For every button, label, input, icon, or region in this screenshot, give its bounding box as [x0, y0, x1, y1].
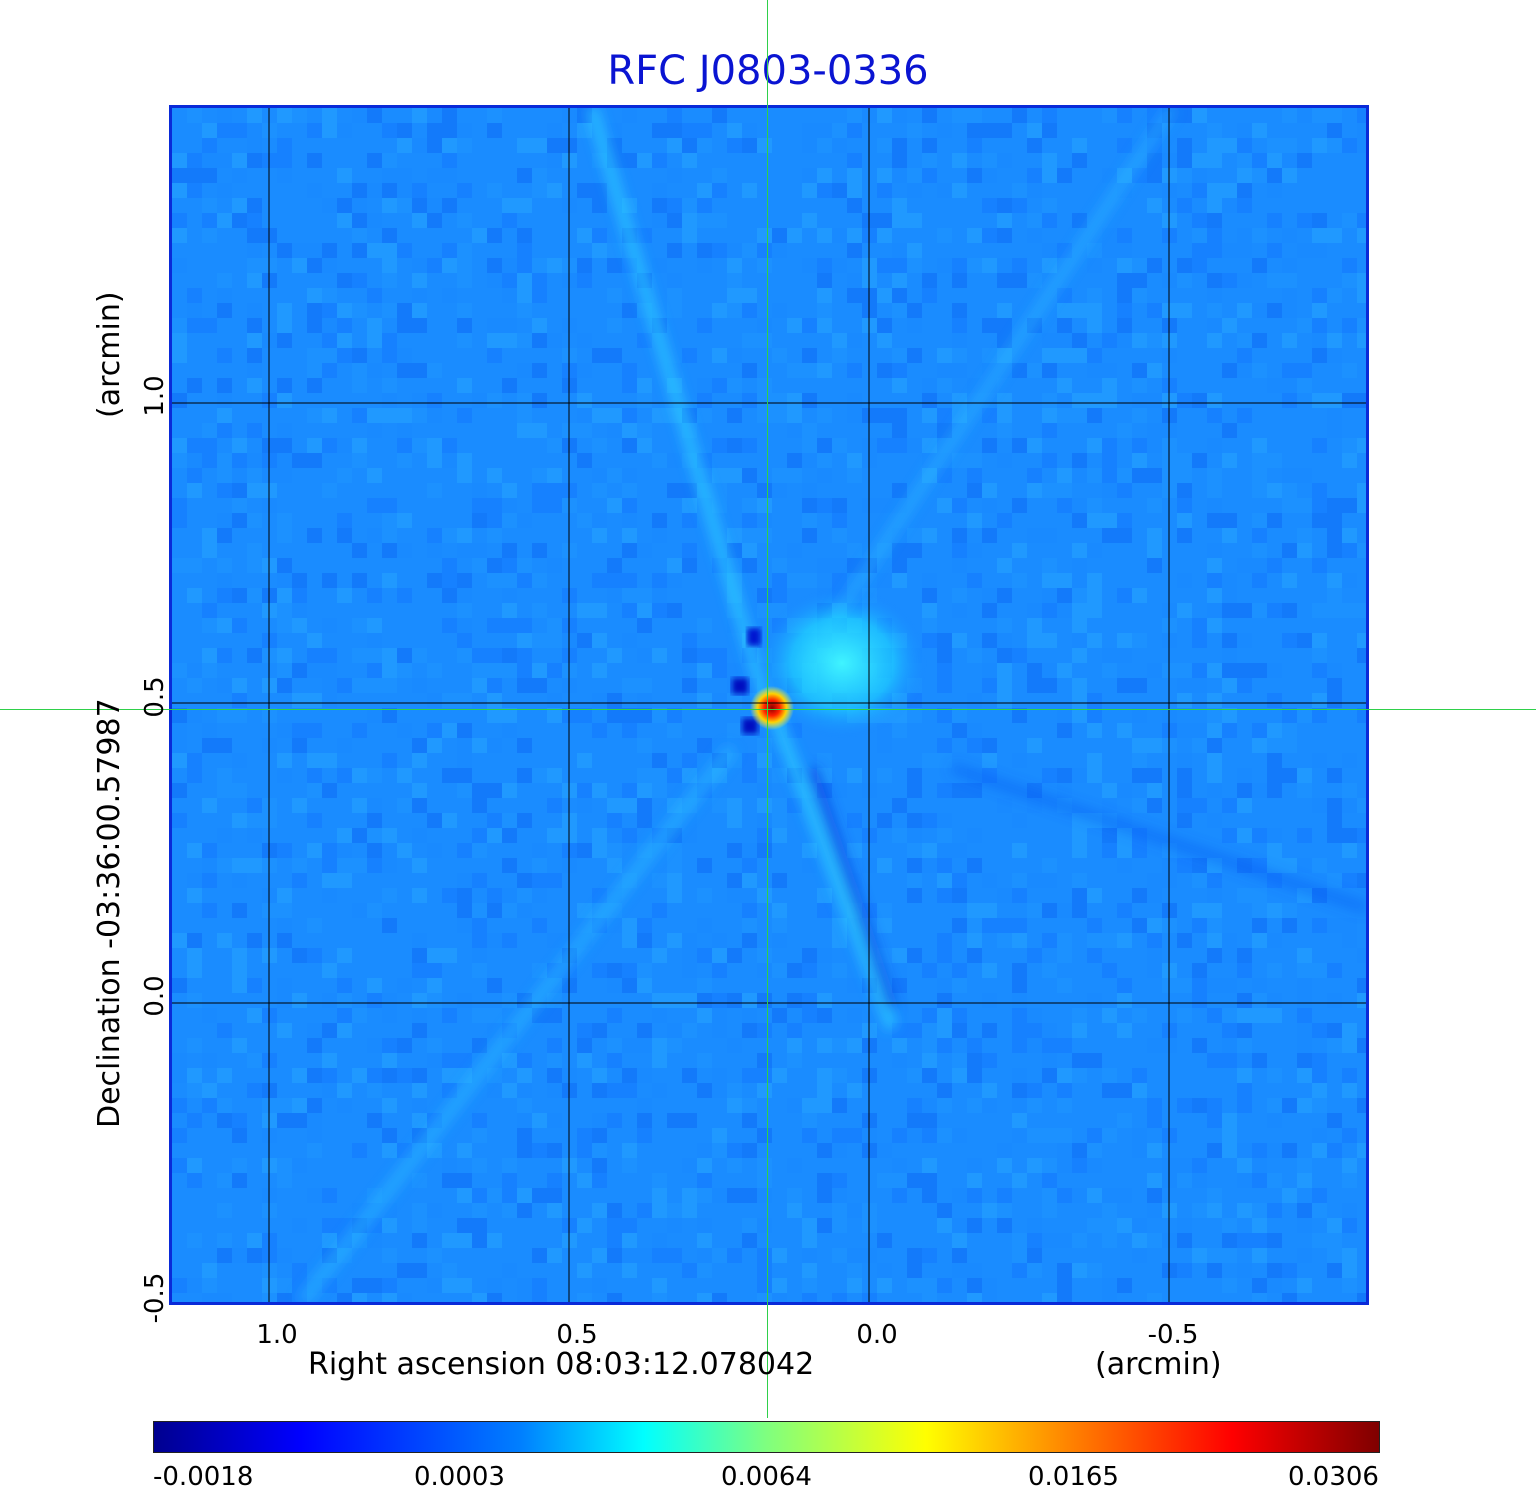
colorbar-tick-label: 0.0003 [414, 1462, 505, 1492]
emission-halo [757, 588, 927, 738]
x-axis-label: Right ascension 08:03:12.078042 [308, 1347, 815, 1382]
sidelobe-streaks [296, 108, 1366, 1302]
x-tick-label: 0.5 [556, 1320, 598, 1350]
plot-title: RFC J0803-0336 [607, 48, 929, 94]
x-axis-unit: (arcmin) [1095, 1347, 1222, 1382]
coordinate-grid [172, 108, 1366, 1302]
colorbar-tick-label: 0.0306 [1288, 1462, 1379, 1492]
colorbar-tick-label: 0.0064 [721, 1462, 812, 1492]
y-tick-label: 0.0 [140, 975, 170, 1017]
colorbar-tick-label: -0.0018 [153, 1462, 254, 1492]
x-tick-label: 0.0 [856, 1320, 898, 1350]
radio-image-panel[interactable] [169, 105, 1369, 1305]
image-noise [172, 108, 1366, 1302]
crosshair-horizontal [0, 709, 1536, 710]
crosshair-vertical [767, 0, 768, 1418]
y-axis-label: Declination -03:36:00.57987 [92, 698, 127, 1128]
radio-image [172, 108, 1366, 1302]
y-tick-label: -0.5 [140, 1272, 170, 1324]
y-tick-label: 0.5 [140, 676, 170, 718]
y-axis-unit: (arcmin) [92, 291, 127, 418]
y-tick-label: 1.0 [140, 375, 170, 417]
x-tick-label: 1.0 [256, 1320, 298, 1350]
x-tick-label: -0.5 [1147, 1320, 1199, 1350]
colorbar-tick-label: 0.0165 [1028, 1462, 1119, 1492]
source-core [750, 686, 794, 730]
colorbar [153, 1421, 1380, 1453]
